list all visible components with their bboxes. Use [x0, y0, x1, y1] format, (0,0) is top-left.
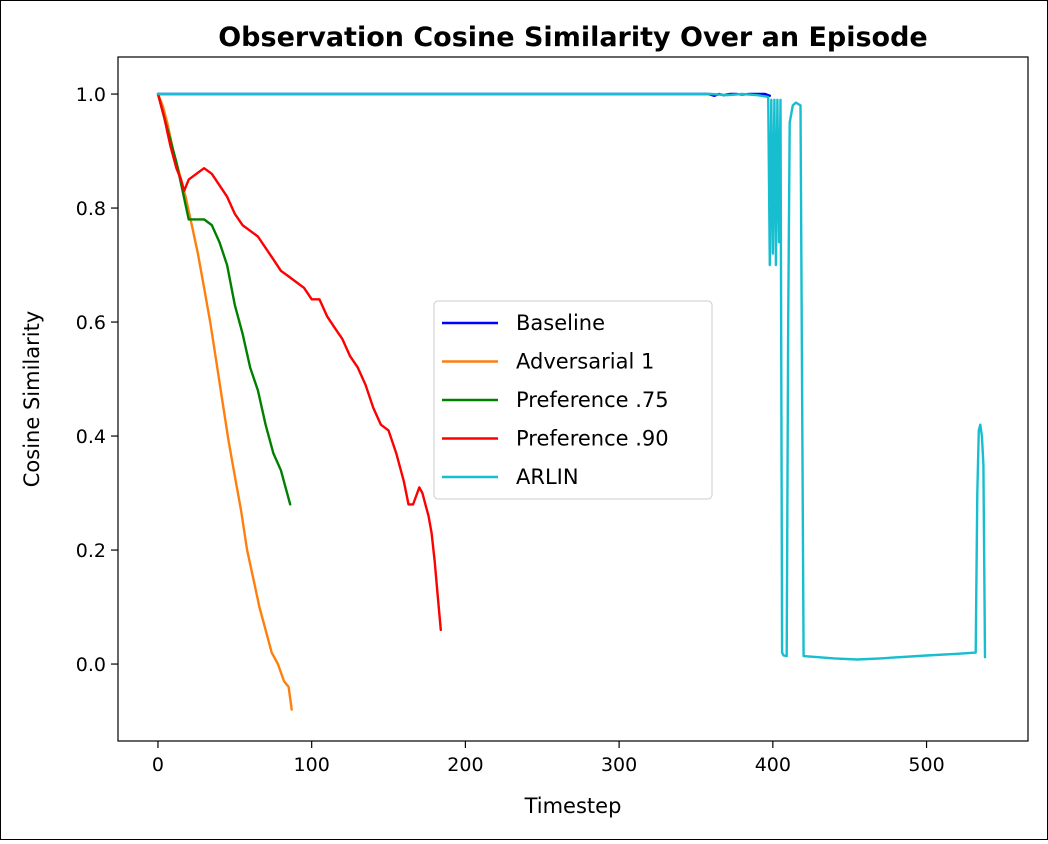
series-line-preference-75	[156, 92, 292, 506]
y-tick-label: 0.2	[76, 540, 106, 562]
series-line-preference-90	[156, 92, 442, 632]
y-tick-label: 0.8	[76, 198, 106, 220]
y-axis: 0.0 0.2 0.4 0.6 0.8 1.0	[76, 84, 118, 676]
x-axis: 0 100 200 300 400 500	[152, 741, 945, 776]
x-tick-label: 0	[152, 754, 164, 776]
y-tick-label: 1.0	[76, 84, 106, 106]
legend-box	[433, 300, 713, 500]
y-tick-label: 0.4	[76, 426, 106, 448]
x-tick-label: 200	[447, 754, 483, 776]
series-line-adversarial-1	[156, 92, 293, 711]
x-tick-label: 100	[294, 754, 330, 776]
y-tick-label: 0.0	[76, 654, 106, 676]
legend-label: ARLIN	[516, 465, 579, 489]
series-line-arlin	[156, 92, 987, 661]
legend-label: Preference .75	[516, 388, 669, 412]
y-tick-label: 0.6	[76, 312, 106, 334]
x-tick-label: 300	[601, 754, 637, 776]
x-tick-label: 400	[755, 754, 791, 776]
series-layer	[156, 92, 987, 711]
x-axis-label: Timestep	[524, 794, 622, 818]
legend-label: Baseline	[516, 311, 605, 335]
legend-label: Preference .90	[516, 427, 669, 451]
plot-area	[117, 56, 1029, 742]
legend-label: Adversarial 1	[516, 350, 654, 374]
x-tick-label: 500	[908, 754, 944, 776]
chart-title: Observation Cosine Similarity Over an Ep…	[218, 22, 928, 53]
y-axis-label: Cosine Similarity	[20, 311, 44, 487]
legend: Baseline Adversarial 1 Preference .75 Prefe…	[433, 300, 713, 500]
